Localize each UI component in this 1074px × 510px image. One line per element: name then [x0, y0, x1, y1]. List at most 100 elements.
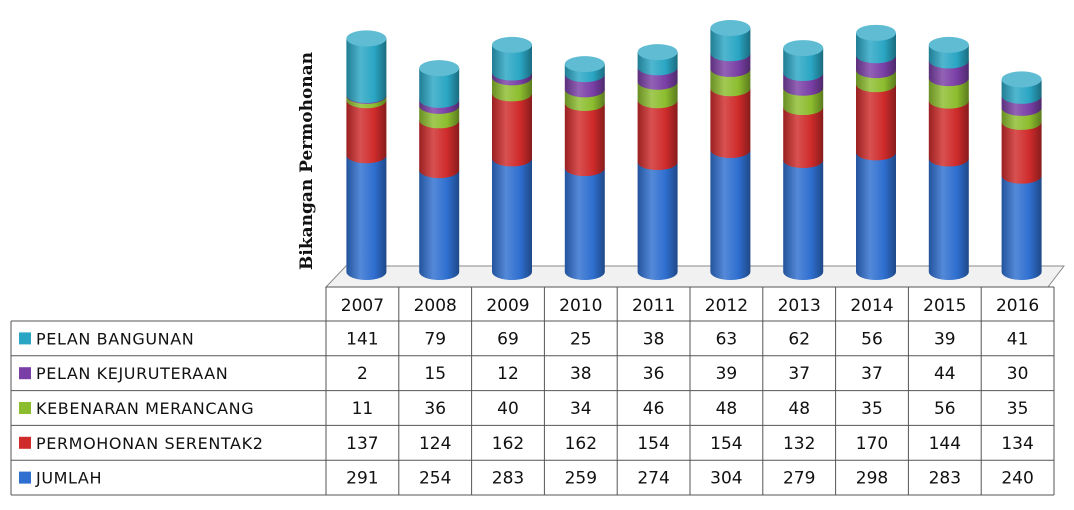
bar-segment-pelan-bangunan-2013 [783, 48, 824, 81]
bar-2014 [856, 24, 896, 280]
bar-segment-jumlah-2013 [783, 160, 824, 280]
bar-segment-permohonan-serentak2-2007 [346, 100, 387, 164]
x-tick-label-2013: 2013 [778, 296, 821, 316]
bar-segment-jumlah-2012 [710, 150, 751, 280]
bar-2016 [1001, 71, 1042, 280]
data-label-kebenaran-merancang-2010: 34 [570, 399, 592, 419]
bar-segment-pelan-bangunan-2012 [710, 28, 751, 62]
legend-swatch-permohonan-serentak2 [19, 436, 31, 449]
data-label-pelan-kejuruteraan-2014: 37 [861, 364, 883, 384]
data-label-pelan-kejuruteraan-2010: 38 [570, 364, 592, 384]
data-label-kebenaran-merancang-2008: 36 [424, 399, 446, 419]
data-label-pelan-bangunan-2014: 56 [861, 329, 883, 349]
data-label-pelan-kejuruteraan-2011: 36 [643, 364, 665, 384]
bar-2015 [928, 36, 969, 280]
bar-cap-2008 [419, 60, 460, 77]
data-table: 2007 2008 2009 2010 2011 2012 2013 2014 2015 2016… [10, 286, 1055, 496]
data-label-kebenaran-merancang-2011: 46 [643, 399, 665, 419]
x-tick-label-2012: 2012 [705, 296, 748, 316]
bar-segment-jumlah-2008 [419, 170, 460, 280]
data-label-pelan-bangunan-2007: 141 [346, 329, 378, 349]
data-label-permohonan-serentak2-2008: 124 [419, 434, 451, 454]
bars-group [346, 20, 1042, 280]
bar-segment-pelan-bangunan-2009 [492, 44, 532, 81]
data-label-permohonan-serentak2-2007: 137 [346, 434, 378, 454]
bar-cap-2015 [928, 36, 969, 53]
bar-cap-2012 [710, 20, 751, 36]
bar-segment-jumlah-2009 [492, 158, 532, 280]
data-label-jumlah-2014: 298 [856, 469, 888, 489]
data-label-jumlah-2012: 304 [710, 469, 742, 489]
x-tick-label-2015: 2015 [923, 296, 966, 316]
data-label-jumlah-2008: 254 [419, 469, 451, 489]
data-label-kebenaran-merancang-2015: 56 [934, 399, 956, 419]
data-label-pelan-kejuruteraan-2009: 12 [497, 364, 519, 384]
bar-segment-permohonan-serentak2-2011 [637, 100, 678, 171]
data-label-pelan-bangunan-2011: 38 [643, 329, 665, 349]
data-label-pelan-bangunan-2013: 62 [788, 329, 810, 349]
data-label-permohonan-serentak2-2010: 162 [565, 434, 597, 454]
x-tick-label-2009: 2009 [486, 296, 529, 316]
data-label-jumlah-2009: 283 [492, 469, 524, 489]
x-tick-label-2010: 2010 [559, 296, 602, 316]
bar-cap-2009 [492, 36, 532, 53]
data-label-pelan-kejuruteraan-2013: 37 [788, 364, 810, 384]
x-tick-label-2016: 2016 [996, 296, 1039, 316]
legend-label-pelan-bangunan: PELAN BANGUNAN [36, 329, 194, 348]
data-label-kebenaran-merancang-2007: 11 [352, 399, 374, 419]
bar-segment-jumlah-2010 [564, 168, 605, 280]
bar-segment-jumlah-2011 [637, 162, 678, 280]
data-label-kebenaran-merancang-2012: 48 [716, 399, 738, 419]
data-label-kebenaran-merancang-2013: 48 [788, 399, 810, 419]
x-tick-label-2014: 2014 [850, 296, 893, 316]
data-label-pelan-bangunan-2012: 63 [716, 329, 738, 349]
legend-label-kebenaran-merancang: KEBENARAN MERANCANG [36, 399, 254, 418]
x-tick-label-2007: 2007 [341, 296, 384, 316]
data-label-pelan-kejuruteraan-2015: 44 [934, 364, 956, 384]
bar-segment-jumlah-2015 [928, 158, 969, 280]
legend-label-jumlah: JUMLAH [35, 469, 102, 488]
data-label-jumlah-2013: 279 [783, 469, 815, 489]
legend-label-pelan-kejuruteraan: PELAN KEJURUTERAAN [36, 364, 228, 383]
data-label-permohonan-serentak2-2015: 144 [929, 434, 961, 454]
bar-segment-pelan-bangunan-2008 [419, 68, 460, 108]
data-label-pelan-kejuruteraan-2012: 39 [716, 364, 738, 384]
bar-2011 [637, 44, 678, 280]
data-label-permohonan-serentak2-2013: 132 [783, 434, 815, 454]
bar-2013 [783, 40, 824, 280]
bar-segment-permohonan-serentak2-2012 [710, 88, 751, 158]
bar-segment-pelan-bangunan-2014 [856, 32, 896, 64]
bar-segment-pelan-bangunan-2007 [346, 38, 387, 104]
bar-segment-permohonan-serentak2-2015 [928, 100, 969, 167]
legend-swatch-kebenaran-merancang [19, 402, 31, 414]
data-label-kebenaran-merancang-2009: 40 [497, 399, 519, 419]
data-label-pelan-bangunan-2016: 41 [1007, 329, 1029, 349]
data-label-jumlah-2010: 259 [565, 469, 597, 489]
data-label-permohonan-serentak2-2009: 162 [492, 434, 524, 454]
bar-2007 [346, 30, 387, 280]
legend-swatch-jumlah [19, 471, 31, 484]
data-label-jumlah-2011: 274 [637, 469, 669, 489]
data-label-pelan-bangunan-2008: 79 [424, 329, 446, 349]
bar-2010 [564, 56, 605, 280]
bar-segment-permohonan-serentak2-2013 [783, 107, 824, 169]
bar-segment-permohonan-serentak2-2009 [492, 93, 532, 167]
bar-cap-2010 [564, 56, 605, 73]
bar-cap-2013 [783, 40, 824, 57]
bar-cap-2016 [1001, 71, 1042, 88]
data-label-permohonan-serentak2-2016: 134 [1001, 434, 1033, 454]
bar-segment-jumlah-2016 [1001, 175, 1042, 280]
data-label-permohonan-serentak2-2014: 170 [856, 434, 888, 454]
data-label-jumlah-2007: 291 [346, 469, 378, 489]
bar-2008 [419, 60, 460, 280]
bar-cap-2011 [637, 44, 678, 61]
x-tick-label-2008: 2008 [414, 296, 457, 316]
data-label-pelan-bangunan-2010: 25 [570, 329, 592, 349]
data-label-permohonan-serentak2-2012: 154 [710, 434, 742, 454]
data-label-pelan-bangunan-2009: 69 [497, 329, 519, 349]
bar-segment-jumlah-2014 [856, 152, 896, 280]
data-label-pelan-kejuruteraan-2008: 15 [424, 364, 446, 384]
data-label-jumlah-2016: 240 [1001, 469, 1033, 489]
legend-label-permohonan-serentak2: PERMOHONAN SERENTAK2 [36, 434, 263, 453]
